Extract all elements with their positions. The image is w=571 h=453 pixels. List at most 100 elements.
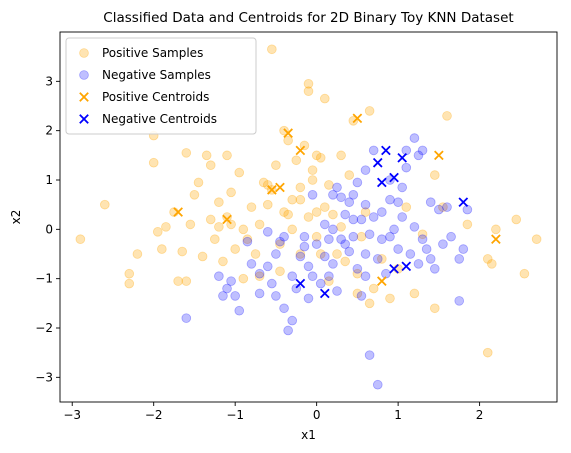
centroid-marker (491, 234, 501, 245)
sample-point (311, 150, 322, 161)
sample-point (214, 271, 224, 282)
legend-label: Negative Centroids (102, 112, 217, 126)
sample-point (283, 325, 293, 336)
sample-point (446, 231, 456, 242)
sample-point (254, 271, 265, 282)
series-negative-samples (181, 133, 473, 390)
sample-point (393, 197, 403, 208)
sample-point (319, 202, 330, 212)
centroid-marker (275, 182, 285, 193)
sample-point (364, 350, 375, 360)
sample-point (267, 278, 277, 289)
axes: −3 −2 −1 0 1 2 −3 −2 −1 0 1 2 3 (35, 31, 558, 422)
sample-point (356, 231, 367, 242)
sample-point (157, 244, 167, 254)
sample-point (303, 79, 314, 89)
x-axis-label: x1 (301, 428, 316, 442)
centroid-marker (173, 207, 183, 217)
sample-point (356, 291, 367, 301)
sample-point (307, 271, 318, 282)
sample-point (319, 93, 330, 104)
sample-point (438, 239, 448, 249)
sample-point (311, 231, 322, 242)
sample-point (368, 283, 379, 294)
x-tick-label: 2 (476, 408, 484, 422)
sample-point (262, 227, 273, 237)
sample-point (324, 180, 334, 190)
sample-point (283, 209, 293, 220)
sample-point (75, 234, 86, 245)
sample-point (413, 150, 424, 161)
sample-point (442, 202, 452, 212)
sample-point (222, 150, 232, 161)
sample-point (360, 207, 371, 217)
sample-point (360, 249, 371, 259)
sample-point (254, 219, 265, 230)
sample-point (271, 291, 281, 301)
sample-point (311, 239, 322, 249)
sample-point (307, 175, 318, 185)
sample-point (336, 192, 346, 203)
sample-point (262, 199, 273, 210)
sample-point (328, 209, 338, 220)
sample-point (279, 125, 289, 136)
sample-point (214, 197, 224, 208)
sample-point (295, 249, 306, 259)
sample-point (364, 298, 375, 309)
sample-point (429, 303, 440, 314)
sample-point (340, 239, 350, 249)
sample-point (124, 278, 135, 289)
sample-point (385, 175, 395, 185)
sample-point (242, 234, 253, 245)
sample-point (377, 254, 387, 264)
sample-point (234, 167, 245, 178)
sample-point (258, 177, 269, 188)
sample-point (315, 153, 326, 163)
sample-point (409, 222, 420, 232)
sample-point (279, 231, 289, 242)
sample-point (324, 271, 334, 282)
legend-marker (79, 70, 89, 80)
sample-point (319, 251, 330, 262)
sample-point (193, 177, 204, 188)
sample-point (511, 214, 522, 225)
y-tick-label: −3 (35, 370, 53, 384)
sample-point (181, 148, 192, 158)
sample-point (185, 219, 196, 230)
sample-point (287, 194, 298, 205)
x-tick-label: −3 (63, 408, 81, 422)
y-tick-label: −1 (35, 272, 53, 286)
sample-point (279, 303, 289, 314)
sample-point (234, 305, 245, 316)
sample-point (429, 263, 440, 274)
sample-point (295, 194, 306, 205)
sample-point (336, 234, 346, 245)
centroid-marker (266, 185, 277, 195)
y-tick-label: 3 (45, 74, 53, 88)
sample-point (201, 150, 212, 161)
sample-point (385, 293, 395, 304)
sample-point (491, 224, 501, 235)
y-tick-label: −2 (35, 321, 53, 335)
sample-point (295, 251, 306, 262)
centroid-marker (376, 276, 387, 286)
sample-point (283, 135, 293, 146)
sample-point (438, 202, 448, 212)
sample-point (344, 197, 355, 208)
sample-point (409, 133, 420, 143)
sample-point (442, 111, 452, 121)
sample-point (372, 379, 383, 390)
sample-point (421, 244, 432, 254)
sample-point (275, 239, 285, 249)
sample-point (364, 229, 375, 240)
sample-point (377, 234, 387, 245)
sample-point (246, 202, 257, 212)
sample-point (132, 249, 143, 259)
sample-point (348, 190, 359, 200)
sample-point (425, 197, 436, 208)
sample-point (372, 254, 383, 264)
sample-point (368, 212, 379, 222)
sample-point (100, 199, 110, 210)
sample-point (254, 288, 265, 299)
